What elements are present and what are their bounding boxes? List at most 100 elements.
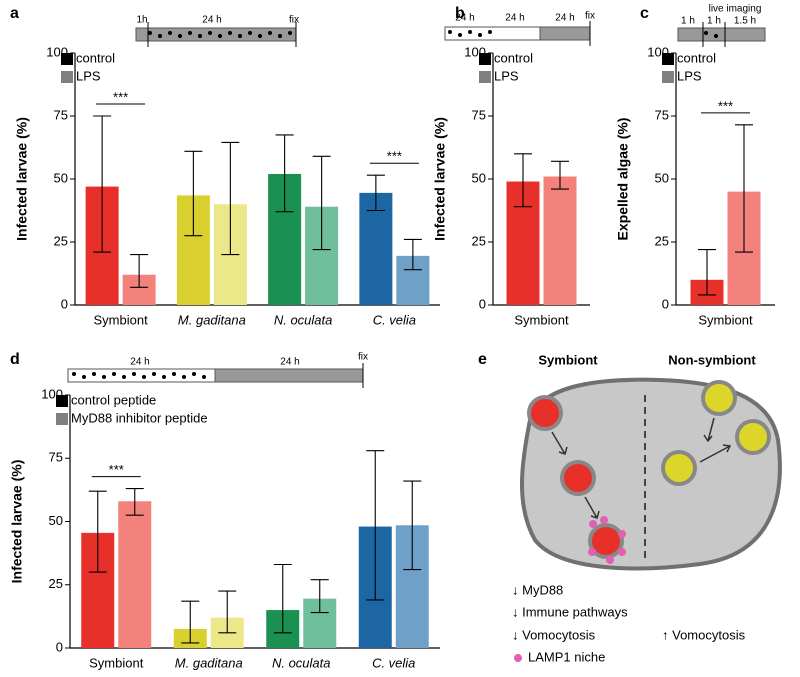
legend-label: control bbox=[76, 50, 115, 65]
error-bar bbox=[275, 134, 294, 213]
timeline-dot bbox=[148, 31, 152, 35]
timeline-label: 1 h bbox=[707, 16, 721, 27]
timeline-box bbox=[214, 368, 364, 383]
legend-swatch bbox=[479, 71, 491, 83]
lamp1 bbox=[606, 556, 614, 564]
alga bbox=[661, 450, 697, 486]
y-tick-label: 0 bbox=[56, 639, 63, 654]
y-tick-label: 50 bbox=[655, 170, 669, 185]
timeline-label: 24 h bbox=[130, 357, 149, 368]
timeline-dot bbox=[278, 34, 282, 38]
y-axis-label: Expelled algae (%) bbox=[615, 118, 631, 241]
legend-label: control bbox=[677, 50, 716, 65]
timeline-box bbox=[539, 26, 591, 41]
x-tick-label: Symbiont bbox=[514, 312, 569, 327]
timeline-dot bbox=[488, 30, 492, 34]
error-bar bbox=[312, 155, 331, 251]
timeline-label: fix bbox=[289, 15, 299, 26]
arrows bbox=[551, 417, 732, 519]
timeline-dot bbox=[288, 31, 292, 35]
x-tick-label: N. oculata bbox=[274, 312, 333, 327]
timeline-dot bbox=[132, 372, 136, 376]
y-axis-label: Infected larvae (%) bbox=[14, 117, 30, 241]
legend-label: control bbox=[494, 50, 533, 65]
timeline-dot bbox=[228, 31, 232, 35]
error-bar bbox=[130, 254, 149, 288]
timeline-dot bbox=[162, 375, 166, 379]
legend-swatch bbox=[662, 71, 674, 83]
y-tick-label: 0 bbox=[61, 296, 68, 311]
x-tick-label: Symbiont bbox=[89, 655, 144, 670]
timeline-dot bbox=[158, 34, 162, 38]
timeline-dot bbox=[208, 31, 212, 35]
y-tick-label: 75 bbox=[49, 450, 63, 465]
alga bbox=[735, 419, 771, 455]
error-bar bbox=[403, 480, 422, 571]
y-tick-label: 50 bbox=[472, 170, 486, 185]
timeline-dot bbox=[152, 372, 156, 376]
y-tick-label: 75 bbox=[655, 107, 669, 122]
alga bbox=[588, 523, 624, 559]
error-bar bbox=[88, 490, 107, 573]
y-tick-label: 75 bbox=[54, 107, 68, 122]
error-bar bbox=[366, 174, 385, 212]
timeline-dot bbox=[168, 31, 172, 35]
x-tick-label: M. gaditana bbox=[175, 655, 243, 670]
timeline-label: 1 h bbox=[681, 16, 695, 27]
x-tick-label: C. velia bbox=[373, 312, 416, 327]
y-tick-label: 50 bbox=[49, 513, 63, 528]
x-tick-label: N. oculata bbox=[272, 655, 331, 670]
legend-swatch bbox=[56, 395, 68, 407]
legend-label: LAMP1 niche bbox=[528, 649, 605, 664]
panel-letter: b bbox=[455, 5, 465, 22]
error-bar bbox=[221, 141, 240, 256]
x-tick-label: Symbiont bbox=[698, 312, 753, 327]
panel-letter: c bbox=[640, 5, 649, 22]
timeline-dot bbox=[198, 34, 202, 38]
timeline-dot bbox=[238, 34, 242, 38]
y-tick-label: 25 bbox=[54, 233, 68, 248]
x-tick-label: M. gaditana bbox=[178, 312, 246, 327]
legend-dot bbox=[514, 654, 522, 662]
legend-swatch bbox=[56, 413, 68, 425]
timeline-dot bbox=[178, 34, 182, 38]
timeline-label: 24 h bbox=[455, 13, 474, 24]
timeline-dot bbox=[714, 34, 718, 38]
error-bar bbox=[514, 153, 532, 208]
significance-label: *** bbox=[387, 149, 402, 164]
y-axis-label: Infected larvae (%) bbox=[9, 460, 25, 584]
lamp1 bbox=[589, 520, 597, 528]
timeline-label: 24 h bbox=[202, 15, 221, 26]
timeline-label: fix bbox=[585, 11, 595, 22]
error-bar bbox=[125, 488, 144, 516]
y-tick-label: 25 bbox=[655, 233, 669, 248]
lamp1 bbox=[618, 530, 626, 538]
legend-swatch bbox=[662, 53, 674, 65]
panel-letter: a bbox=[10, 5, 19, 22]
significance-label: *** bbox=[109, 462, 124, 477]
timeline-label: 1h bbox=[136, 15, 147, 26]
panel-letter: d bbox=[10, 351, 20, 368]
timeline-dot bbox=[468, 30, 472, 34]
legend-label: LPS bbox=[494, 68, 519, 83]
timeline-label: fix bbox=[358, 352, 368, 363]
timeline-label: 24 h bbox=[555, 13, 574, 24]
y-tick-label: 0 bbox=[479, 296, 486, 311]
error-bar bbox=[403, 238, 422, 271]
timeline-dot bbox=[458, 33, 462, 37]
error-bar bbox=[218, 590, 237, 634]
timeline-dot bbox=[122, 375, 126, 379]
panel-letter: e bbox=[478, 351, 487, 368]
legend-label: LPS bbox=[677, 68, 702, 83]
error-bar bbox=[735, 124, 753, 253]
timeline-dot bbox=[182, 375, 186, 379]
timeline-dot bbox=[192, 372, 196, 376]
timeline-dot bbox=[202, 375, 206, 379]
timeline-dot bbox=[268, 31, 272, 35]
significance-label: *** bbox=[718, 98, 733, 113]
